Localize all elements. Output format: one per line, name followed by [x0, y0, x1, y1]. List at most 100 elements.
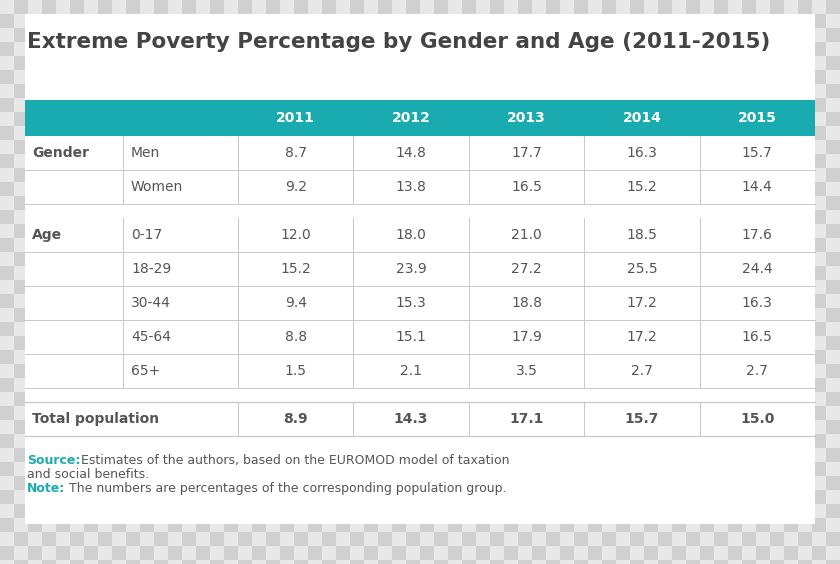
Bar: [672, 406, 686, 420]
Bar: [574, 462, 588, 476]
Bar: [280, 518, 294, 532]
Bar: [28, 308, 42, 322]
Bar: [364, 490, 378, 504]
Bar: [336, 140, 350, 154]
Bar: [350, 140, 364, 154]
Bar: [56, 434, 70, 448]
Bar: [168, 294, 182, 308]
Bar: [364, 434, 378, 448]
Bar: [154, 504, 168, 518]
Bar: [14, 266, 28, 280]
Bar: [28, 252, 42, 266]
Bar: [14, 434, 28, 448]
Bar: [462, 0, 476, 14]
Bar: [630, 224, 644, 238]
Bar: [448, 518, 462, 532]
Bar: [546, 280, 560, 294]
Bar: [728, 112, 742, 126]
Bar: [56, 266, 70, 280]
Bar: [70, 336, 84, 350]
Bar: [672, 350, 686, 364]
Bar: [434, 364, 448, 378]
Bar: [546, 378, 560, 392]
Bar: [322, 518, 336, 532]
Bar: [0, 168, 14, 182]
Bar: [686, 210, 700, 224]
Bar: [126, 84, 140, 98]
Bar: [630, 140, 644, 154]
Bar: [448, 434, 462, 448]
Bar: [14, 560, 28, 564]
Bar: [448, 476, 462, 490]
Bar: [812, 392, 826, 406]
Bar: [406, 224, 420, 238]
Bar: [168, 252, 182, 266]
Bar: [602, 14, 616, 28]
Bar: [154, 140, 168, 154]
Bar: [644, 28, 658, 42]
Bar: [70, 56, 84, 70]
Bar: [490, 546, 504, 560]
Bar: [798, 126, 812, 140]
Bar: [280, 392, 294, 406]
Bar: [672, 210, 686, 224]
Bar: [14, 504, 28, 518]
Bar: [182, 448, 196, 462]
Bar: [154, 434, 168, 448]
Bar: [392, 280, 406, 294]
Bar: [714, 238, 728, 252]
Bar: [504, 56, 518, 70]
Bar: [294, 406, 308, 420]
Bar: [238, 196, 252, 210]
Bar: [826, 434, 840, 448]
Bar: [70, 546, 84, 560]
Bar: [392, 98, 406, 112]
Bar: [140, 378, 154, 392]
Bar: [490, 182, 504, 196]
Bar: [546, 322, 560, 336]
Bar: [336, 28, 350, 42]
Bar: [630, 14, 644, 28]
Bar: [798, 518, 812, 532]
Bar: [462, 266, 476, 280]
Bar: [826, 56, 840, 70]
Bar: [756, 308, 770, 322]
Bar: [686, 28, 700, 42]
Bar: [294, 210, 308, 224]
Bar: [532, 0, 546, 14]
Bar: [56, 210, 70, 224]
Bar: [112, 14, 126, 28]
Bar: [308, 140, 322, 154]
Bar: [378, 336, 392, 350]
Bar: [658, 406, 672, 420]
Bar: [126, 448, 140, 462]
Bar: [826, 238, 840, 252]
Bar: [490, 252, 504, 266]
Bar: [406, 420, 420, 434]
Bar: [280, 322, 294, 336]
Bar: [224, 448, 238, 462]
Bar: [644, 364, 658, 378]
Bar: [518, 98, 532, 112]
Bar: [826, 560, 840, 564]
Bar: [686, 560, 700, 564]
Bar: [406, 434, 420, 448]
Bar: [224, 476, 238, 490]
Bar: [672, 70, 686, 84]
Bar: [728, 42, 742, 56]
Bar: [490, 210, 504, 224]
Bar: [56, 224, 70, 238]
Bar: [336, 546, 350, 560]
Bar: [560, 406, 574, 420]
Bar: [378, 112, 392, 126]
Bar: [812, 112, 826, 126]
Bar: [126, 28, 140, 42]
Bar: [378, 378, 392, 392]
Bar: [770, 448, 784, 462]
Bar: [196, 0, 210, 14]
Bar: [392, 532, 406, 546]
Bar: [476, 126, 490, 140]
Bar: [294, 238, 308, 252]
Bar: [56, 378, 70, 392]
Bar: [140, 336, 154, 350]
